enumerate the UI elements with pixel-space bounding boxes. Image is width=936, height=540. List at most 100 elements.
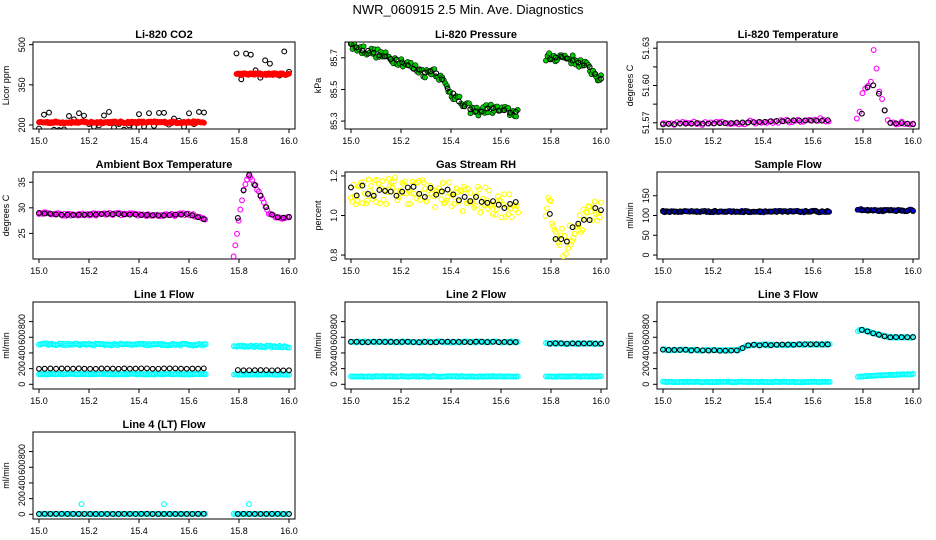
data-point-avg <box>421 69 428 76</box>
data-point-rh <box>483 197 490 204</box>
data-point-avg <box>665 120 672 127</box>
data-point-rh <box>439 179 446 186</box>
data-point-raw <box>51 126 57 129</box>
data-point-avg <box>819 117 826 124</box>
y-tick-label: 500 <box>17 37 27 52</box>
data-point-avg <box>870 207 877 214</box>
data-point-avg <box>87 365 94 372</box>
data-point-rh <box>379 178 386 184</box>
data-point-avg <box>858 207 865 214</box>
data-point-avg <box>155 365 162 372</box>
data-point-avg <box>376 52 383 59</box>
data-point-avg <box>109 511 116 517</box>
y-tick-label: 400 <box>17 345 27 360</box>
data-point-avg <box>558 236 565 243</box>
data-point-rh <box>571 230 578 237</box>
data-point-avg <box>796 208 803 215</box>
data-point-avg <box>121 510 128 517</box>
data-point-avg <box>665 208 672 215</box>
data-point-temp <box>873 65 880 72</box>
data-point-rh <box>501 191 508 198</box>
data-point-avg <box>756 118 763 125</box>
data-point-avg <box>790 117 797 124</box>
data-point-avg <box>53 510 59 517</box>
x-tick-label: 15.2 <box>704 136 722 146</box>
data-point-temp <box>230 253 237 259</box>
data-point-avg <box>490 198 496 205</box>
data-point-temp <box>662 120 669 127</box>
data-point-avg <box>733 347 740 354</box>
data-point-rh <box>424 194 431 201</box>
data-point-temp <box>853 115 860 122</box>
x-tick-label: 15.8 <box>230 526 248 536</box>
data-point-rh <box>508 214 515 221</box>
data-point-avg <box>70 212 77 218</box>
data-point-raw <box>266 60 273 67</box>
data-point-flow <box>78 501 85 508</box>
data-point-avg <box>722 208 729 215</box>
y-tick-label: 200 <box>17 361 27 376</box>
data-point-rh <box>360 179 367 186</box>
data-point-avg <box>864 206 871 213</box>
data-point-avg <box>807 208 814 215</box>
data-point-avg <box>904 120 911 127</box>
data-point-raw <box>36 125 42 129</box>
x-tick-label: 15.8 <box>230 396 248 406</box>
data-point-avg <box>234 510 241 517</box>
data-point-rh <box>417 197 424 203</box>
data-point-avg <box>195 214 202 221</box>
data-point-avg <box>433 191 440 198</box>
data-point-avg <box>427 184 434 191</box>
data-point-avg <box>98 510 105 517</box>
data-point-avg <box>274 510 281 517</box>
data-point-avg <box>484 199 491 206</box>
y-tick-label: 800 <box>641 314 651 329</box>
data-point-avg <box>115 511 122 517</box>
data-point-avg <box>81 510 88 517</box>
y-axis-label: ml/min <box>625 202 635 229</box>
data-point-avg <box>234 367 241 373</box>
data-point-rh <box>590 205 597 211</box>
data-point-avg <box>359 47 366 54</box>
x-tick-label: 15.2 <box>392 136 410 146</box>
data-point-avg <box>404 184 411 191</box>
data-point-avg <box>183 510 190 517</box>
plot-frame <box>656 171 920 260</box>
data-point-avg <box>58 510 65 517</box>
data-point-avg <box>263 510 270 517</box>
x-tick-label: 15.6 <box>180 136 198 146</box>
data-point-raw <box>262 57 269 64</box>
data-point-avg <box>138 365 145 372</box>
data-point-avg <box>461 339 468 346</box>
data-point-avg <box>144 510 150 517</box>
data-point-avg <box>733 208 740 215</box>
data-point-avg <box>473 108 479 115</box>
data-point-avg <box>109 211 116 218</box>
data-point-avg <box>64 510 71 517</box>
data-point-avg <box>274 367 281 374</box>
data-point-temp <box>870 47 877 53</box>
data-point-rh <box>591 198 598 205</box>
data-point-avg <box>586 63 593 70</box>
y-axis-label: Licor ppm <box>1 66 11 106</box>
chart-title: Line 2 Flow <box>446 289 506 301</box>
data-point-avg <box>348 42 354 47</box>
chart-panel-5: Gas Stream RH percent 0.8 1.0 1.2 15.0 15.2 15.… <box>313 159 610 276</box>
data-point-avg <box>121 211 128 218</box>
data-point-avg <box>64 211 71 218</box>
data-point-avg <box>592 340 599 347</box>
x-tick-label: 15.2 <box>80 396 98 406</box>
data-point-avg <box>376 186 383 193</box>
data-point-avg <box>166 365 173 372</box>
data-point-avg <box>92 211 99 218</box>
data-point-avg <box>671 346 678 353</box>
x-tick-label: 15.0 <box>30 266 48 276</box>
data-point-raw <box>243 50 249 57</box>
x-tick-label: 16.0 <box>592 266 610 276</box>
data-point-flow <box>161 501 167 508</box>
data-point-avg <box>779 118 786 125</box>
data-point-avg <box>768 342 774 349</box>
data-point-avg <box>898 207 905 214</box>
data-point-avg <box>172 211 179 218</box>
